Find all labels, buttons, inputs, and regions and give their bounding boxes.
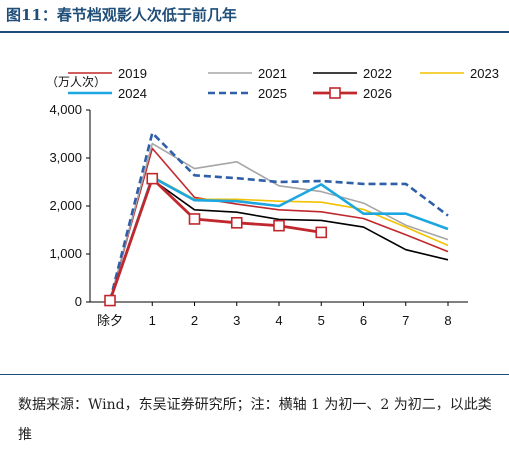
series-line-2026 [108, 177, 322, 302]
unit-label: （万人次） [46, 75, 106, 89]
series-group [104, 131, 449, 307]
legend-label-2019: 2019 [118, 66, 147, 81]
legend-label-2023: 2023 [470, 66, 499, 81]
data-point-2026 [188, 213, 201, 225]
data-point-2026 [104, 294, 116, 307]
series-line-2022 [109, 178, 449, 301]
series-line-2025 [108, 131, 449, 301]
legend-label-2026: 2026 [363, 86, 392, 101]
x-tick-label: 7 [402, 313, 409, 328]
x-tick-label: 除夕 [97, 313, 123, 328]
data-point-2026 [273, 219, 285, 232]
x-tick-label: 2 [191, 313, 198, 328]
figure-title: 图11：春节档观影人次低于前几年 [6, 6, 237, 24]
legend-label-2025: 2025 [258, 86, 287, 101]
series-line-2023 [109, 175, 449, 301]
x-tick-label: 4 [275, 313, 282, 328]
source-rule [0, 374, 509, 375]
x-axis: 除夕 1 2 3 4 5 6 7 8 [90, 301, 468, 328]
y-tick-label: 1,000 [49, 246, 82, 261]
x-tick-label: 3 [233, 313, 240, 328]
data-point-2026 [315, 226, 328, 239]
data-point-2026 [230, 217, 243, 229]
legend-marker-2026 [329, 87, 341, 99]
y-tick-label: 2,000 [49, 198, 82, 213]
line-chart: 2019 2021 2022 2023 2024 2025 2026 （万人次） 0 1,00… [46, 66, 499, 328]
x-tick-label: 6 [360, 313, 367, 328]
legend-label-2021: 2021 [258, 66, 287, 81]
title-rule [0, 31, 509, 33]
x-tick-label: 8 [444, 313, 451, 328]
source-note: 数据来源：Wind，东吴证券研究所；注：横轴 1 为初一、2 为初二，以此类推 [18, 397, 492, 443]
data-point-2026 [146, 172, 159, 185]
y-tick-label: 4,000 [49, 102, 82, 117]
legend: 2019 2021 2022 2023 2024 2025 2026 [68, 66, 499, 101]
x-tick-label: 5 [318, 313, 325, 328]
x-tick-label: 1 [149, 313, 156, 328]
legend-label-2022: 2022 [363, 66, 392, 81]
series-line-2019 [109, 147, 449, 301]
y-tick-label: 0 [75, 294, 82, 309]
series-line-2024 [108, 175, 449, 302]
y-tick-label: 3,000 [49, 150, 82, 165]
series-line-2021 [109, 142, 449, 301]
y-axis: 0 1,000 2,000 3,000 4,000 [49, 102, 91, 309]
legend-label-2024: 2024 [118, 86, 147, 101]
